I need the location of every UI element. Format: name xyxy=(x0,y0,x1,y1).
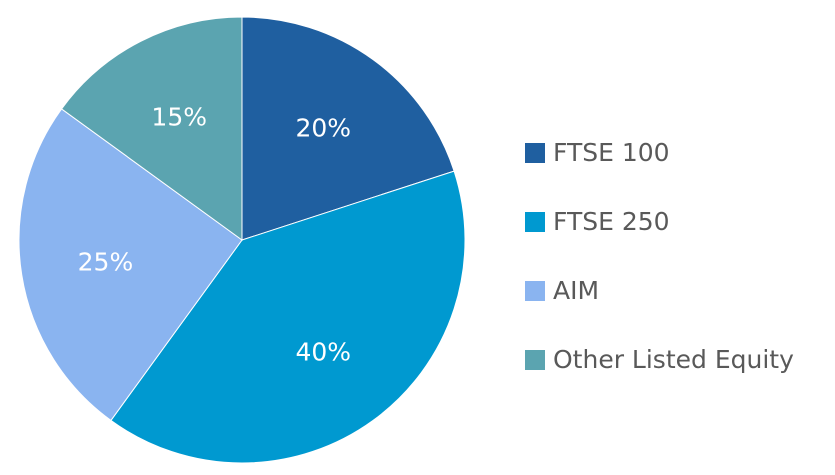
legend-label: Other Listed Equity xyxy=(553,345,794,374)
pie-slice-other-listed-equity xyxy=(60,16,243,241)
legend-swatch xyxy=(525,349,545,370)
legend-item-aim: AIM xyxy=(525,256,794,325)
legend-item-ftse-100: FTSE 100 xyxy=(525,118,794,187)
legend-item-other-listed-equity: Other Listed Equity xyxy=(525,325,794,394)
legend-label: AIM xyxy=(553,276,600,305)
legend-label: FTSE 100 xyxy=(553,138,670,167)
legend: FTSE 100 FTSE 250 AIM Other Listed Equit… xyxy=(525,118,794,394)
legend-swatch xyxy=(525,142,545,163)
pie-slice-ftse-250 xyxy=(110,170,466,464)
pie-chart xyxy=(18,16,466,464)
pie-slice-ftse-100 xyxy=(241,16,455,241)
legend-swatch xyxy=(525,211,545,232)
pie-slice-aim xyxy=(18,108,243,422)
slice-label: 40% xyxy=(295,337,352,367)
legend-swatch xyxy=(525,280,545,301)
slice-label: 25% xyxy=(77,247,134,277)
slice-label: 20% xyxy=(295,113,352,143)
legend-item-ftse-250: FTSE 250 xyxy=(525,187,794,256)
slice-label: 15% xyxy=(151,102,208,132)
legend-label: FTSE 250 xyxy=(553,207,670,236)
